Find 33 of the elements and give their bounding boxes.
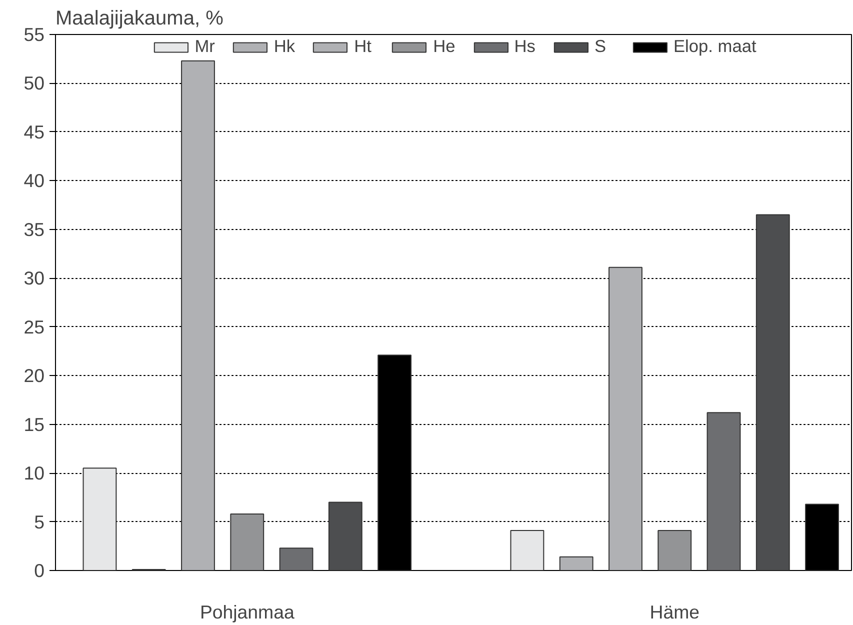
- bar: [706, 412, 741, 570]
- legend-label: S: [594, 36, 608, 57]
- y-tick-label: 45: [24, 121, 45, 142]
- legend-label: Elop. maat: [673, 36, 756, 57]
- x-tick-label: Pohjanmaa: [200, 602, 295, 622]
- legend-label: Hs: [514, 36, 536, 57]
- y-tick-label: 25: [24, 316, 45, 338]
- y-tick-label: 10: [24, 462, 45, 484]
- bar: [756, 214, 790, 570]
- bar: [82, 468, 117, 570]
- y-tick-label: 40: [24, 170, 45, 192]
- legend-label: He: [433, 36, 456, 57]
- bar: [559, 556, 594, 570]
- legend-label: Mr: [194, 36, 215, 57]
- y-tick-label: 20: [24, 365, 45, 386]
- legend-label: Ht: [354, 36, 372, 57]
- legend-label: Hk: [274, 36, 296, 57]
- y-axis-title: Maalajijakauma, %: [56, 8, 224, 30]
- bar: [658, 530, 692, 570]
- y-tick-label: 15: [24, 414, 45, 435]
- x-tick-label: Häme: [650, 602, 700, 622]
- bar: [510, 530, 544, 570]
- y-tick-label: 30: [24, 268, 45, 289]
- bar: [608, 266, 642, 570]
- y-tick-label: 0: [34, 560, 45, 581]
- y-tick-label: 50: [24, 72, 45, 94]
- bar: [181, 60, 215, 570]
- y-tick-label: 35: [24, 218, 45, 240]
- bar: [279, 548, 314, 570]
- y-tick-label: 5: [34, 511, 45, 532]
- y-tick-label: 55: [24, 24, 45, 45]
- bar: [328, 502, 362, 570]
- bar: [230, 513, 264, 570]
